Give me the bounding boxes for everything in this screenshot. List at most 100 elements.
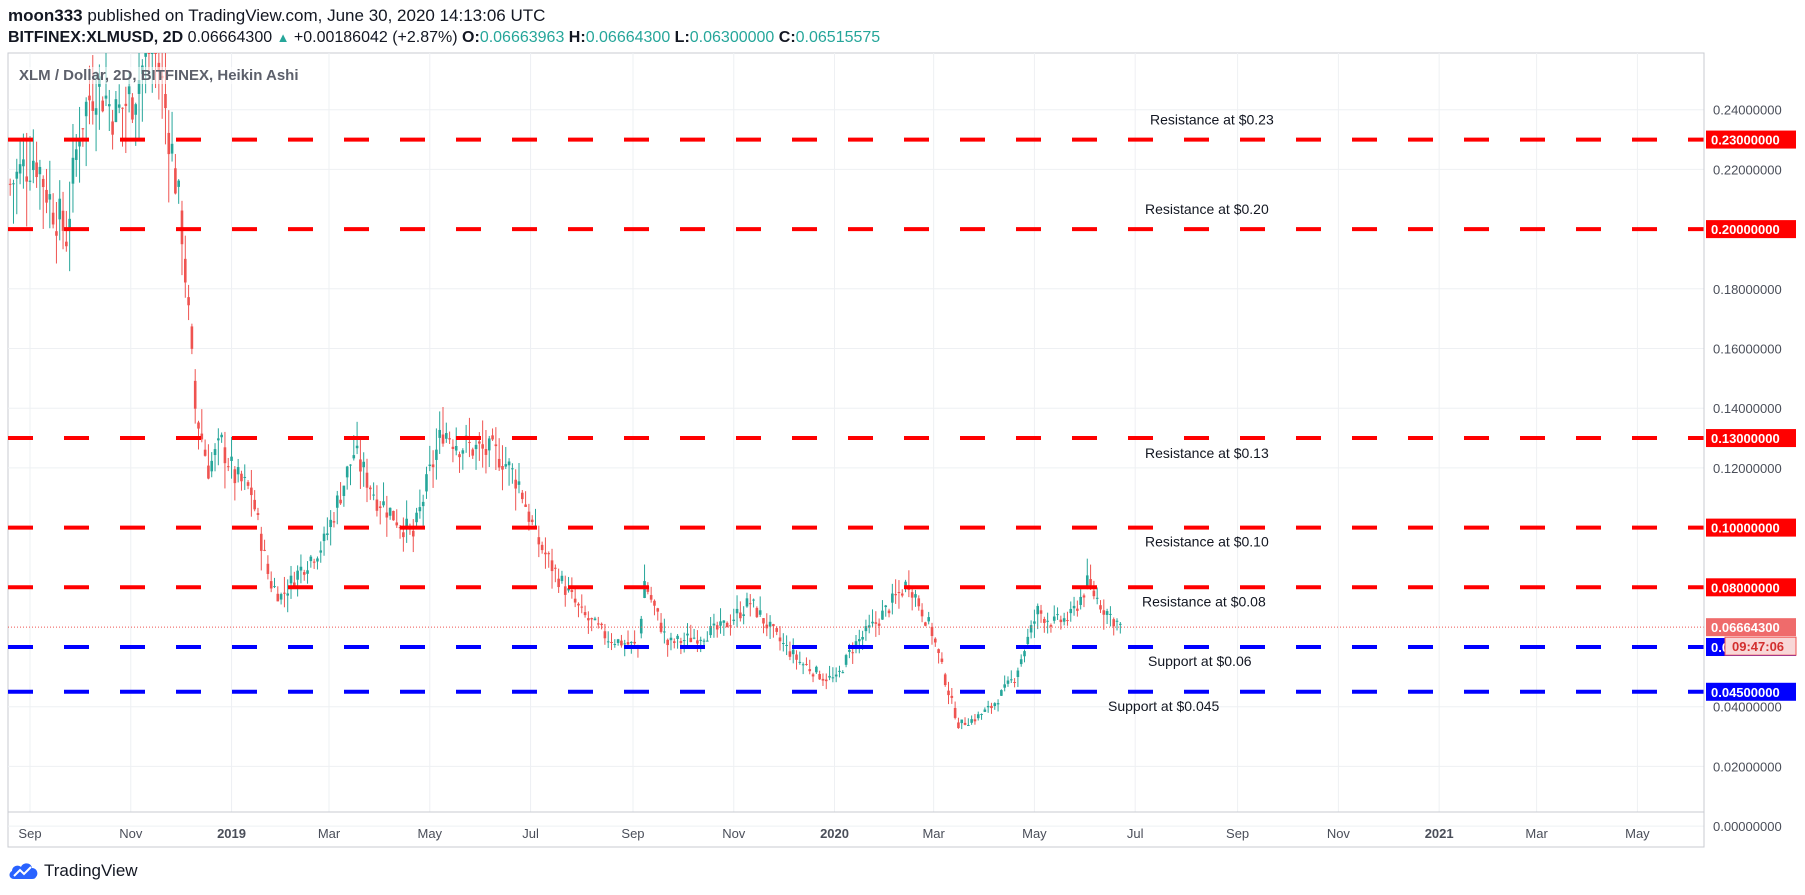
candle (236, 458, 240, 483)
candle (316, 556, 319, 570)
symbol-name[interactable]: BITFINEX:XLMUSD, 2D (8, 29, 184, 46)
candle (520, 489, 524, 504)
candle (976, 711, 980, 721)
y-tick-label: 0.04000000 (1713, 700, 1782, 715)
published-text: published on TradingView.com, June 30, 2… (87, 6, 546, 25)
candle (1102, 599, 1106, 630)
candle (1029, 620, 1033, 639)
candle (838, 665, 841, 678)
candle (183, 235, 187, 298)
candle (345, 465, 349, 490)
candle (8, 178, 12, 196)
brand-name: TradingView (44, 861, 138, 880)
candle (682, 632, 686, 653)
candle (653, 599, 656, 616)
resistance-label: Resistance at $0.20 (1145, 201, 1269, 217)
candle (61, 191, 65, 250)
candle (633, 630, 636, 648)
candle (1092, 580, 1096, 600)
candle (18, 141, 22, 185)
candle (563, 575, 567, 607)
candle (983, 707, 987, 713)
candle (1079, 589, 1082, 610)
candle (729, 614, 732, 636)
candle (821, 673, 825, 686)
candle (167, 110, 171, 203)
candle (117, 84, 121, 114)
open-label: O: (462, 29, 480, 46)
candle (706, 631, 709, 642)
resistance-label: Resistance at $0.08 (1142, 593, 1266, 609)
candle (524, 491, 527, 508)
candle (266, 555, 270, 580)
tradingview-logo[interactable]: TradingView (8, 861, 138, 881)
candle (402, 517, 405, 552)
last-price: 0.06664300 (187, 29, 273, 46)
candle (94, 71, 98, 152)
high-label: H: (568, 29, 586, 46)
candle (375, 485, 379, 517)
candle (980, 713, 983, 720)
x-tick-label: 2020 (820, 826, 849, 841)
candle (484, 429, 488, 474)
candle (967, 718, 970, 726)
candle (296, 565, 299, 597)
candle (993, 702, 997, 710)
candle (454, 427, 458, 456)
candle (596, 616, 600, 629)
x-tick-label: 2019 (217, 826, 246, 841)
candle (785, 635, 788, 656)
candle (805, 657, 808, 666)
candle (385, 495, 389, 537)
last-price-tag-text: 0.06664300 (1711, 620, 1780, 635)
price-tag-text: 0.13000000 (1711, 431, 1780, 446)
symbol-info-bar: BITFINEX:XLMUSD, 2D 0.06664300 ▲ +0.0018… (8, 29, 880, 47)
candle (659, 613, 663, 634)
candle (15, 158, 19, 215)
candle (884, 604, 888, 617)
candle (900, 589, 904, 598)
chart-legend[interactable]: XLM / Dollar, 2D, BITFINEX, Heikin Ashi (19, 67, 299, 84)
candle (425, 466, 428, 499)
x-tick-label: Mar (1525, 826, 1548, 841)
candle (55, 201, 58, 264)
candle (953, 701, 957, 720)
candle (887, 608, 891, 618)
levels-layer: Resistance at $0.23 Resistance at $0.20 Re… (8, 112, 1704, 714)
price-tag-text: 0.10000000 (1711, 521, 1780, 536)
candle (739, 601, 742, 622)
candle (170, 111, 174, 162)
candle (808, 659, 812, 675)
candle (881, 600, 884, 620)
candle (1009, 670, 1013, 684)
candle (719, 608, 722, 634)
candle (41, 175, 45, 229)
candle (445, 422, 448, 443)
candle (35, 141, 38, 188)
candle (1000, 689, 1003, 697)
candle (986, 700, 990, 713)
candle (395, 509, 399, 528)
grid-lines (8, 53, 1704, 827)
candle (435, 428, 438, 480)
candle (392, 510, 395, 521)
candle (1112, 617, 1116, 636)
candle (1095, 587, 1099, 605)
candle (550, 548, 554, 589)
candle (699, 636, 703, 653)
x-tick-label: Nov (119, 826, 143, 841)
x-tick-label: May (1625, 826, 1650, 841)
candle (788, 641, 792, 661)
candle (372, 482, 375, 501)
candle (616, 638, 620, 646)
time-axis[interactable]: Sep Nov 2019 Mar May Jul Sep Nov 2020 Mar May Jul Se… (8, 811, 1704, 841)
candle (914, 589, 917, 607)
candle (917, 595, 921, 611)
price-axis[interactable]: 0.24000000 0.22000000 0.18000000 0.16000000… (1703, 53, 1797, 847)
author-name[interactable]: moon333 (8, 6, 83, 25)
candle (25, 132, 28, 227)
candle (745, 592, 749, 608)
candle (947, 681, 950, 705)
candle (1026, 628, 1030, 648)
